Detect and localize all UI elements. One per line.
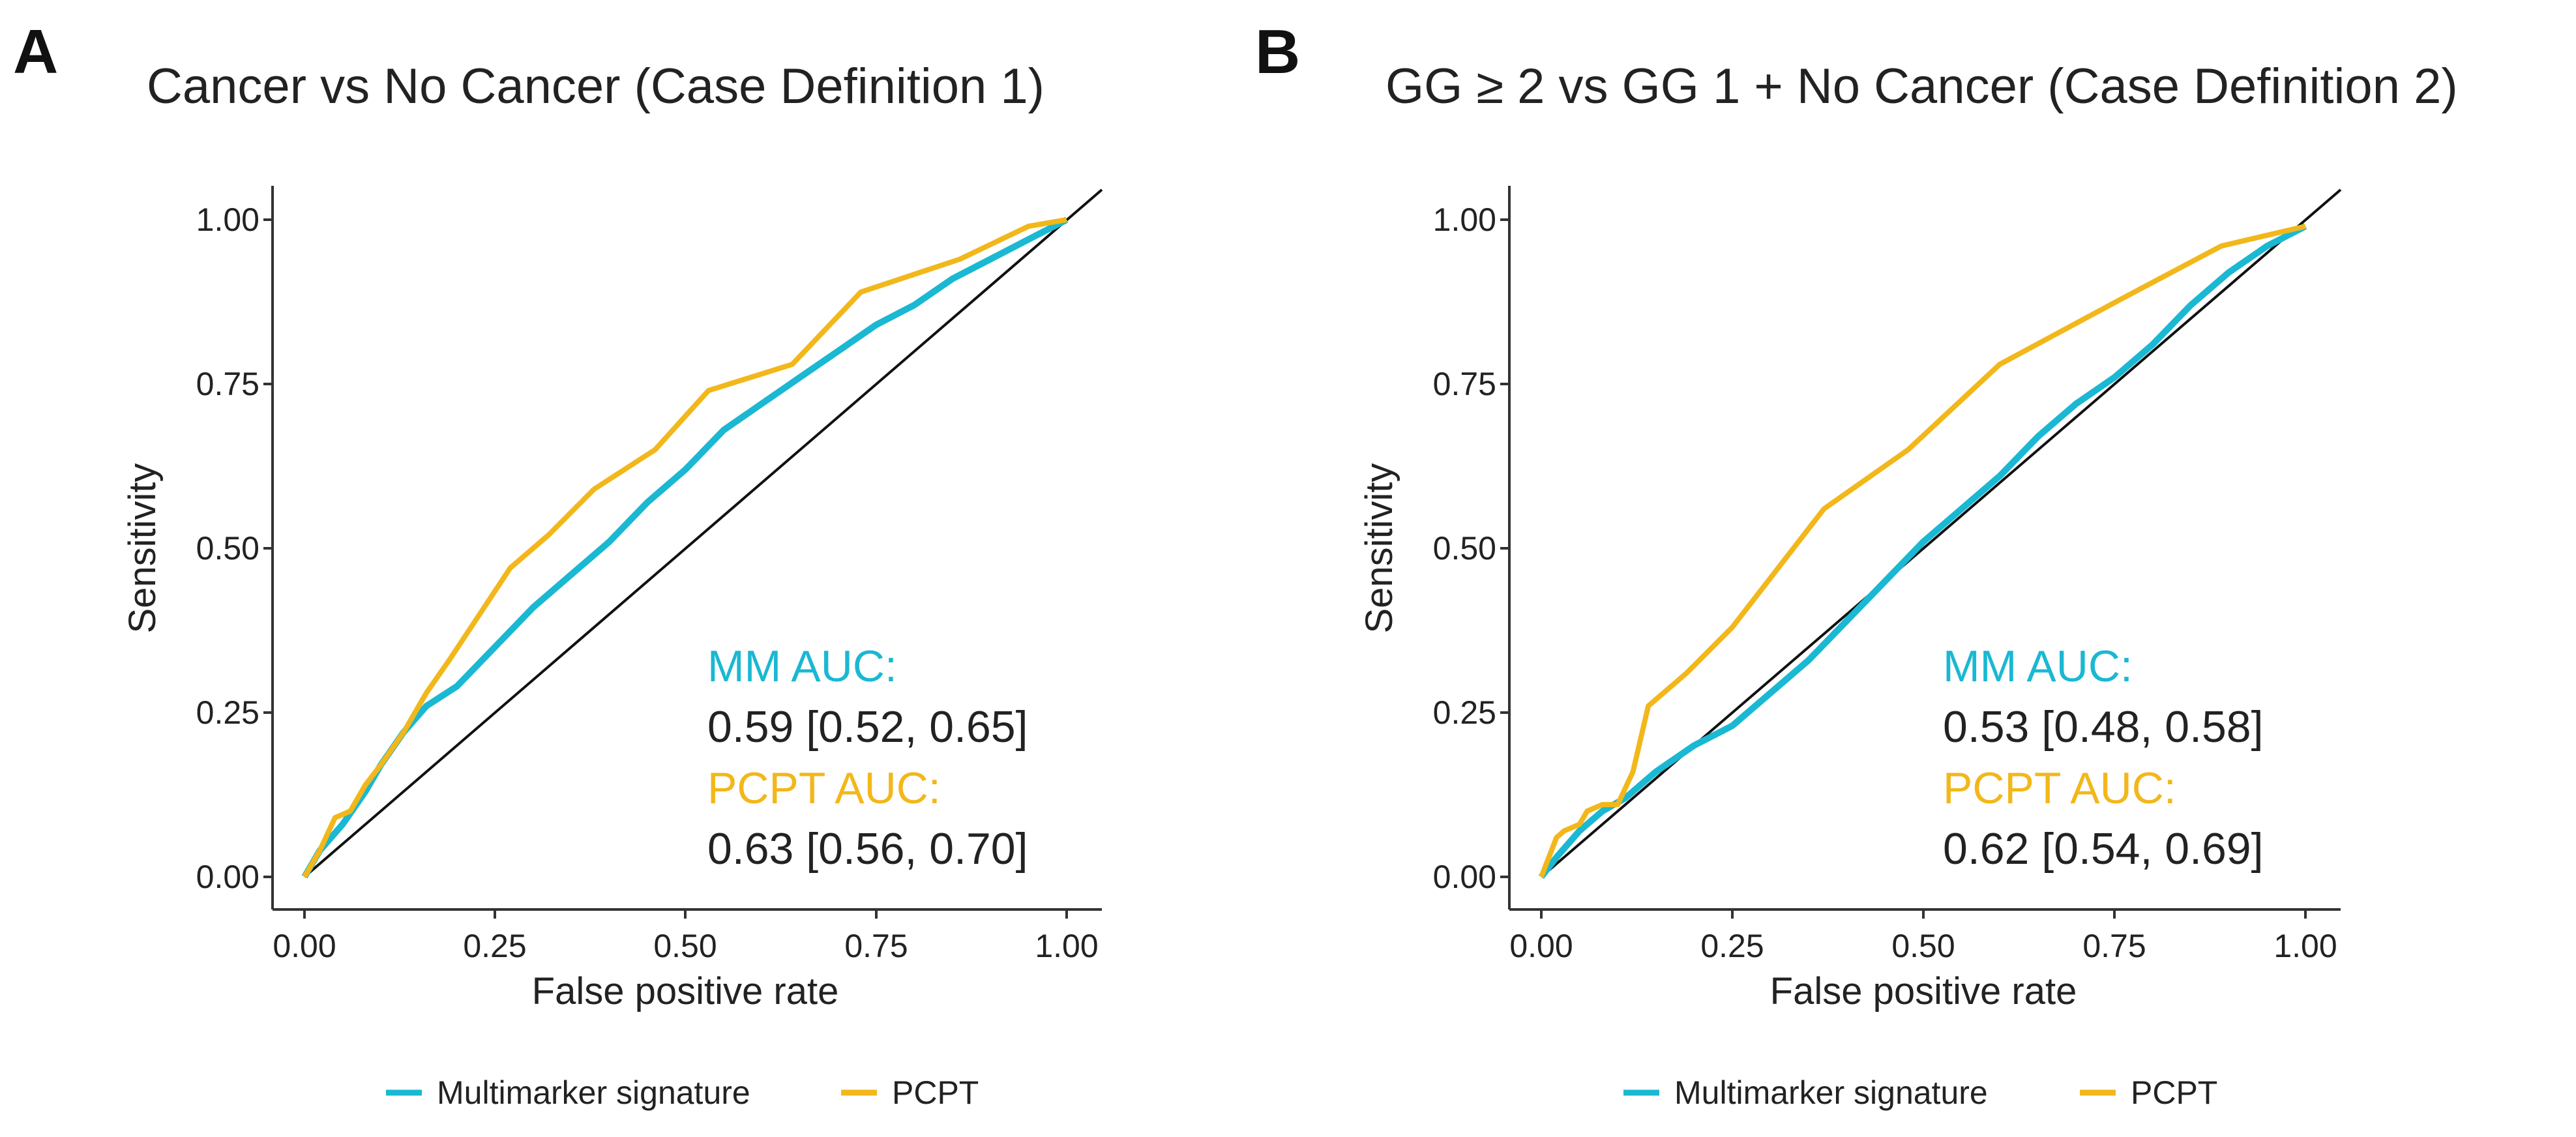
x-tick-label: 0.50 [1891,928,1955,964]
mm-auc-value: 0.59 [0.52, 0.65] [707,702,1028,752]
legend-label-mm: Multimarker signature [437,1074,750,1111]
x-tick-label: 0.00 [1509,928,1573,964]
legend-label-pcpt: PCPT [892,1074,979,1111]
pcpt-auc-label: PCPT AUC: [707,763,941,813]
y-tick-label: 0.50 [1433,530,1496,567]
pcpt-auc-value: 0.63 [0.56, 0.70] [707,824,1028,874]
panel-title: GG ≥ 2 vs GG 1 + No Cancer (Case Definit… [1385,59,2458,114]
y-tick-label: 0.75 [1433,366,1496,402]
reference-diagonal [303,188,1103,878]
legend-label-pcpt: PCPT [2131,1074,2217,1111]
y-axis-label: Sensitivity [1358,463,1400,633]
mm-auc-label: MM AUC: [707,642,897,691]
mm-auc-label: MM AUC: [1943,642,2133,691]
y-tick-label: 0.25 [196,694,259,731]
x-ticks [303,909,1068,919]
y-ticks [263,218,273,878]
panel-letter: A [13,17,58,87]
y-tick-label: 1.00 [196,201,259,238]
y-tick-label: 1.00 [1433,201,1496,238]
x-axis-label: False positive rate [532,970,839,1012]
pcpt-auc-value: 0.62 [0.54, 0.69] [1943,824,2264,874]
pcpt-auc-label: PCPT AUC: [1943,763,2176,813]
panel-b: B GG ≥ 2 vs GG 1 + No Cancer (Case Defin… [1255,17,2458,1111]
y-tick-label: 0.25 [1433,694,1496,731]
x-tick-label: 1.00 [1035,928,1098,964]
legend-label-mm: Multimarker signature [1674,1074,1988,1111]
x-tick-label: 0.25 [1700,928,1764,964]
x-axis-label: False positive rate [1770,970,2077,1012]
pcpt-roc-curve [302,217,1067,879]
x-tick-label: 0.75 [844,928,908,964]
x-tick-label: 0.75 [2082,928,2146,964]
y-ticks [1500,218,1509,878]
y-axis-label: Sensitivity [121,463,164,633]
x-tick-label: 0.25 [463,928,526,964]
y-tick-label: 0.50 [196,530,259,567]
y-tick-label: 0.75 [196,366,259,402]
reference-diagonal [1540,188,2342,878]
x-ticks [1540,909,2307,919]
x-tick-label: 0.00 [273,928,336,964]
y-tick-label: 0.00 [1433,859,1496,895]
panel-letter: B [1255,17,1300,87]
panel-a: A Cancer vs No Cancer (Case Definition 1… [13,17,1103,1111]
x-tick-label: 1.00 [2273,928,2337,964]
x-tick-label: 0.50 [653,928,717,964]
legend: Multimarker signature PCPT [1623,1074,2217,1111]
mm-auc-value: 0.53 [0.48, 0.58] [1943,702,2264,752]
pcpt-roc-curve [1539,224,2306,878]
legend: Multimarker signature PCPT [386,1074,979,1111]
panel-title: Cancer vs No Cancer (Case Definition 1) [147,59,1044,114]
y-tick-label: 0.00 [196,859,259,895]
